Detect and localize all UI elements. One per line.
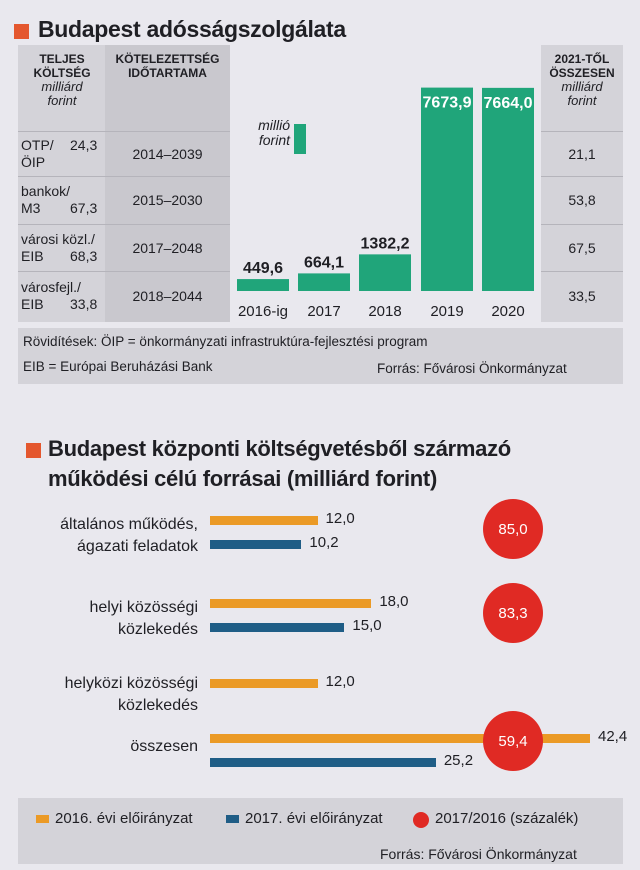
chart1-source: Forrás: Fővárosi Önkormányzat: [377, 361, 567, 376]
legend-label-2016: 2016. évi előirányzat: [55, 810, 193, 827]
legend-swatch-2017: [226, 815, 239, 823]
title-marker: [14, 24, 29, 39]
value-2017: 25,2: [443, 752, 474, 769]
col-since-header: 2021-TŐL ÖSSZESEN milliárd forint: [549, 52, 615, 108]
row-period: 2014–2039: [132, 146, 203, 162]
row-name: bankok/M3: [21, 183, 71, 216]
year-tick-label: 2018: [368, 303, 401, 320]
row-since: 21,1: [568, 146, 596, 162]
year-tick-label: 2016-ig: [238, 303, 288, 320]
bar-2017: [210, 758, 436, 767]
period-column-bg: [105, 45, 230, 322]
ratio-circle: 85,0: [483, 499, 543, 559]
year-tick-label: 2017: [307, 303, 340, 320]
value-2016: 42,4: [598, 728, 628, 745]
row-separator: [541, 271, 623, 272]
row-separator: [18, 176, 230, 177]
ratio-circle: 59,4: [483, 711, 543, 771]
row-separator: [18, 131, 230, 132]
value-2016: 12,0: [325, 673, 355, 690]
col-total-header: TELJES KÖLTSÉG milliárd forint: [33, 52, 91, 108]
year-tick-label: 2019: [430, 303, 463, 320]
debt-bar-label: 7664,0: [484, 95, 533, 112]
debt-bar: [421, 87, 473, 291]
row-name: városfejl./EIB: [21, 279, 81, 312]
value-2017: 15,0: [352, 617, 382, 634]
bar-2017: [210, 623, 345, 632]
legend-swatch-ratio: [413, 812, 429, 828]
chart1-title: Budapest adósságszolgálata: [38, 16, 346, 42]
debt-bar-label: 664,1: [304, 254, 344, 271]
row-since: 33,5: [568, 288, 596, 304]
legend-swatch-2016: [36, 815, 49, 823]
chart2-title-line1: Budapest központi költségvetésből szárma…: [48, 436, 511, 461]
value-2017: 10,2: [309, 534, 339, 551]
row-total: 33,8: [70, 296, 98, 312]
row-separator: [18, 271, 230, 272]
chart1-legend-swatch: [294, 124, 306, 154]
value-2016: 18,0: [379, 593, 409, 610]
debt-bar-label: 1382,2: [361, 235, 410, 252]
bar-2017: [210, 540, 302, 549]
row-since: 67,5: [568, 240, 596, 256]
chart2-source: Forrás: Fővárosi Önkormányzat: [380, 846, 577, 862]
row-period: 2017–2048: [132, 240, 203, 256]
value-2016: 12,0: [325, 510, 355, 527]
year-tick-label: 2020: [491, 303, 524, 320]
row-total: 67,3: [70, 200, 98, 216]
row-period: 2018–2044: [132, 288, 203, 304]
legend-label-ratio: 2017/2016 (százalék): [435, 810, 579, 827]
row-total: 24,3: [70, 137, 98, 153]
row-period: 2015–2030: [132, 192, 203, 208]
legend-label-2017: 2017. évi előirányzat: [245, 810, 383, 827]
right-table-panel: [541, 45, 623, 322]
debt-bar: [482, 87, 534, 291]
row-total: 68,3: [70, 248, 98, 264]
ratio-circle: 83,3: [483, 583, 543, 643]
bar-2016: [210, 734, 590, 743]
chart1-legend-unit: millió forint: [258, 117, 290, 148]
col-period-header: KÖTELEZETTSÉG IDŐTARTAMA: [115, 52, 220, 80]
abbreviations-note: Rövidítések: ÖIP = önkormányzati infrast…: [23, 334, 428, 349]
row-separator: [541, 131, 623, 132]
eib-note: EIB = Európai Beruházási Bank: [23, 359, 213, 374]
debt-bar: [359, 254, 411, 291]
debt-bar-label: 449,6: [243, 260, 283, 277]
debt-bar: [298, 273, 350, 291]
bar-2016: [210, 599, 372, 608]
debt-bar-label: 7673,9: [423, 95, 472, 112]
row-name: városi közl./EIB: [21, 231, 95, 264]
notes-strip: [18, 328, 623, 384]
debt-bar: [237, 279, 289, 291]
bar-2016: [210, 679, 318, 688]
title-marker: [26, 443, 41, 458]
bar-2016: [210, 516, 318, 525]
row-separator: [18, 224, 230, 225]
row-separator: [541, 176, 623, 177]
legend-strip: [18, 798, 623, 864]
row-separator: [541, 224, 623, 225]
row-since: 53,8: [568, 192, 596, 208]
chart2-title-line2: működési célú forrásai (milliárd forint): [48, 466, 437, 491]
group-label: általános működés, ágazati feladatok: [60, 516, 198, 555]
row-name: OTP/ÖIP: [21, 137, 54, 170]
group-label: helyközi közösségi közlekedés: [64, 675, 198, 714]
group-label: összesen: [130, 738, 198, 755]
debt-service-chart: 449,6 2016-ig 664,1 2017 1382,2 2018 7673,9 201…: [237, 87, 534, 320]
group-label: helyi közösségi közlekedés: [89, 599, 199, 638]
